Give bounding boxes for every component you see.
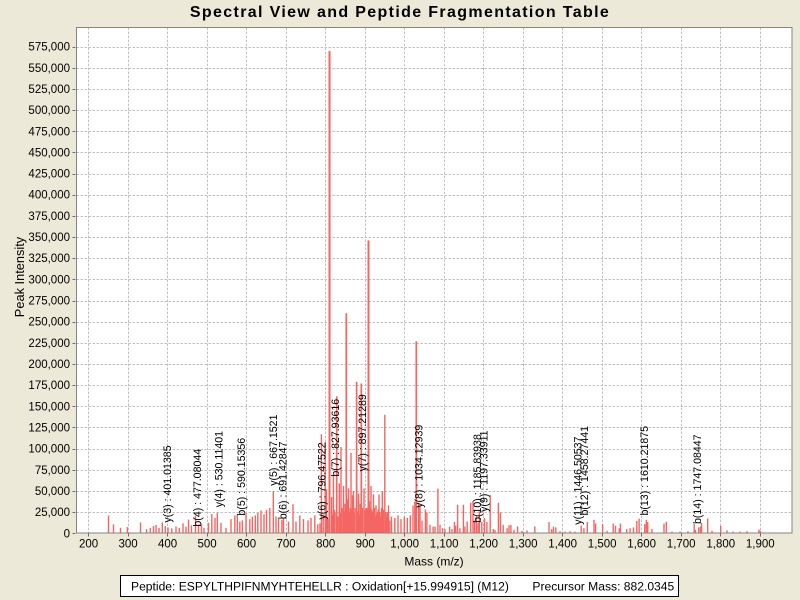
svg-text:800: 800 <box>316 539 335 551</box>
svg-text:500: 500 <box>198 539 217 551</box>
svg-text:75,000: 75,000 <box>35 465 70 477</box>
svg-text:b(6) : 691.42847: b(6) : 691.42847 <box>278 441 290 519</box>
svg-text:b(7) : 827.93616: b(7) : 827.93616 <box>330 399 342 477</box>
svg-text:575,000: 575,000 <box>28 42 70 54</box>
svg-text:175,000: 175,000 <box>28 380 70 392</box>
svg-text:b(10) : 1185.83938: b(10) : 1185.83938 <box>472 434 484 523</box>
svg-text:Mass (m/z): Mass (m/z) <box>404 555 463 569</box>
svg-text:1,000: 1,000 <box>390 539 419 551</box>
svg-text:1,400: 1,400 <box>548 539 577 551</box>
svg-text:1,700: 1,700 <box>667 539 696 551</box>
svg-text:350,000: 350,000 <box>28 232 70 244</box>
svg-text:200: 200 <box>79 539 98 551</box>
svg-text:1,300: 1,300 <box>509 539 538 551</box>
svg-text:Peak Intensity: Peak Intensity <box>12 236 27 317</box>
svg-text:400,000: 400,000 <box>28 190 70 202</box>
svg-text:b(13) : 1610.21875: b(13) : 1610.21875 <box>639 426 651 516</box>
svg-text:275,000: 275,000 <box>28 296 70 308</box>
svg-text:Spectral View and Peptide Frag: Spectral View and Peptide Fragmentation … <box>190 4 610 21</box>
svg-text:125,000: 125,000 <box>28 423 70 435</box>
svg-text:475,000: 475,000 <box>28 126 70 138</box>
svg-text:150,000: 150,000 <box>28 401 70 413</box>
svg-text:50,000: 50,000 <box>35 486 70 498</box>
svg-text:b(5) : 590.15356: b(5) : 590.15356 <box>236 438 248 516</box>
svg-text:200,000: 200,000 <box>28 359 70 371</box>
svg-text:500,000: 500,000 <box>28 105 70 117</box>
svg-text:400: 400 <box>158 539 177 551</box>
svg-text:y(8) : 1034.12939: y(8) : 1034.12939 <box>414 425 426 508</box>
svg-text:y(7) : 897.21289: y(7) : 897.21289 <box>357 394 369 471</box>
svg-text:900: 900 <box>356 539 375 551</box>
svg-text:550,000: 550,000 <box>28 63 70 75</box>
svg-text:b(12) : 1458.27441: b(12) : 1458.27441 <box>579 426 591 516</box>
svg-text:375,000: 375,000 <box>28 211 70 223</box>
svg-text:450,000: 450,000 <box>28 147 70 159</box>
svg-text:b(4) : 477.08044: b(4) : 477.08044 <box>192 449 204 527</box>
svg-text:700: 700 <box>277 539 296 551</box>
svg-text:1,800: 1,800 <box>706 539 735 551</box>
svg-text:y(6) : 796.47522: y(6) : 796.47522 <box>317 442 329 519</box>
svg-text:300,000: 300,000 <box>28 274 70 286</box>
svg-text:y(5) : 667.1521: y(5) : 667.1521 <box>268 414 280 485</box>
svg-text:525,000: 525,000 <box>28 84 70 96</box>
svg-text:y(3) : 401.01385: y(3) : 401.01385 <box>162 445 174 522</box>
svg-text:225,000: 225,000 <box>28 338 70 350</box>
svg-text:y(11) : 1446.50537: y(11) : 1446.50537 <box>573 436 585 524</box>
svg-text:250,000: 250,000 <box>28 317 70 329</box>
svg-text:1,100: 1,100 <box>430 539 459 551</box>
svg-text:25,000: 25,000 <box>35 507 70 519</box>
svg-text:0: 0 <box>64 528 70 540</box>
svg-text:1,900: 1,900 <box>746 539 775 551</box>
svg-text:Peptide: ESPYLTHPIFNMYHTEHELLR: Peptide: ESPYLTHPIFNMYHTEHELLR : Oxidati… <box>131 580 675 594</box>
svg-text:600: 600 <box>237 539 256 551</box>
svg-text:300: 300 <box>119 539 138 551</box>
svg-text:y(9) : 1197.33911: y(9) : 1197.33911 <box>479 430 491 512</box>
svg-text:425,000: 425,000 <box>28 169 70 181</box>
svg-text:1,200: 1,200 <box>469 539 498 551</box>
svg-text:325,000: 325,000 <box>28 253 70 265</box>
svg-text:1,500: 1,500 <box>588 539 617 551</box>
svg-text:1,600: 1,600 <box>627 539 656 551</box>
svg-text:y(4) : 530.11401: y(4) : 530.11401 <box>214 431 226 507</box>
svg-text:b(14) : 1747.08447: b(14) : 1747.08447 <box>692 434 704 524</box>
svg-text:100,000: 100,000 <box>28 444 70 456</box>
